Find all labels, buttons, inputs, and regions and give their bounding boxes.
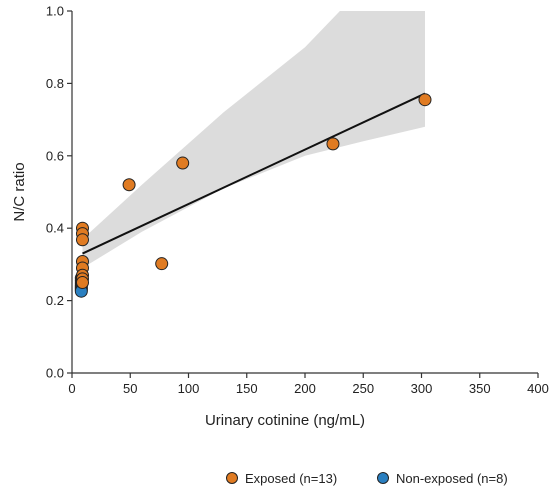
x-tick-label: 350: [469, 381, 491, 396]
x-tick-label: 300: [411, 381, 433, 396]
x-tick-label: 150: [236, 381, 258, 396]
y-tick-label: 0.0: [46, 366, 64, 381]
regression-line: [82, 92, 426, 255]
y-tick-label: 0.2: [46, 293, 64, 308]
y-axis-title: N/C ratio: [11, 162, 28, 221]
x-tick-label: 0: [68, 381, 75, 396]
x-tick-label: 250: [352, 381, 374, 396]
x-tick-label: 50: [123, 381, 137, 396]
exposed-point: [122, 178, 136, 192]
exposed-point: [176, 156, 190, 170]
exposed-point: [326, 137, 340, 151]
legend-marker-exposed: [226, 472, 238, 484]
legend-marker-non-exposed: [377, 472, 389, 484]
exposed-point: [75, 233, 89, 247]
confidence-band: [82, 11, 425, 268]
x-tick-label: 400: [527, 381, 549, 396]
y-tick-label: 0.4: [46, 221, 64, 236]
x-tick-label: 200: [294, 381, 316, 396]
legend-label-non-exposed: Non-exposed (n=8): [396, 471, 508, 486]
y-tick-label: 0.6: [46, 148, 64, 163]
exposed-point: [418, 93, 432, 107]
legend-label-exposed: Exposed (n=13): [245, 471, 337, 486]
exposed-point: [75, 276, 89, 289]
exposed-point: [155, 257, 169, 271]
x-axis-title: Urinary cotinine (ng/mL): [205, 412, 365, 429]
y-tick-label: 0.8: [46, 76, 64, 91]
y-tick-label: 1.0: [46, 4, 64, 19]
x-tick-label: 100: [178, 381, 200, 396]
